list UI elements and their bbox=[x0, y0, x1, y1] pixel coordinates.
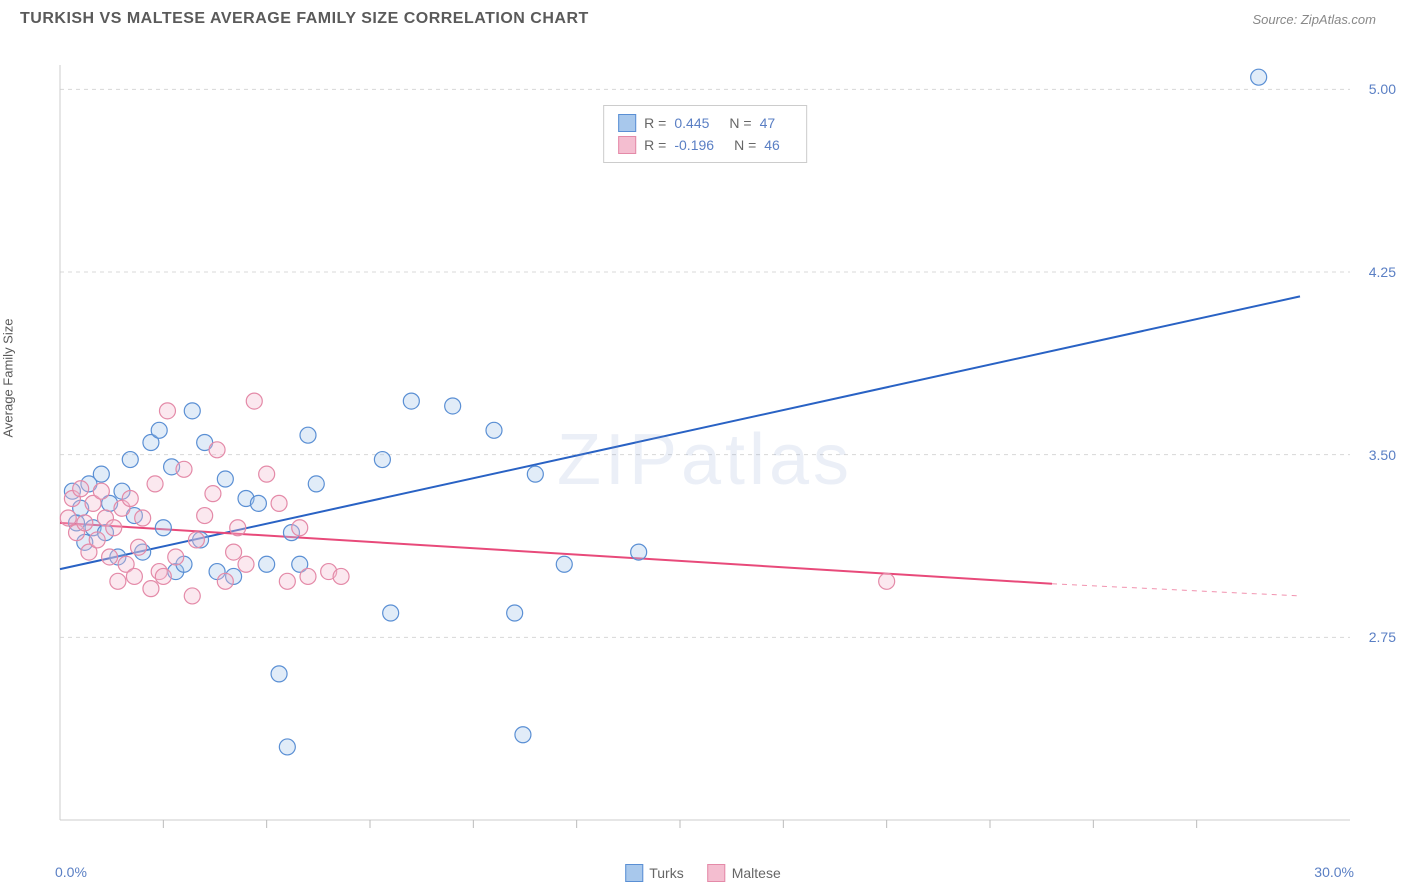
legend-series-item: Maltese bbox=[708, 864, 781, 882]
y-tick-label: 2.75 bbox=[1369, 629, 1396, 645]
chart-title: TURKISH VS MALTESE AVERAGE FAMILY SIZE C… bbox=[20, 10, 589, 28]
legend-r-value: 0.445 bbox=[674, 115, 709, 131]
legend-swatch bbox=[618, 136, 636, 154]
y-tick-label: 5.00 bbox=[1369, 81, 1396, 97]
legend-n-label: N = bbox=[729, 115, 751, 131]
legend-series-label: Turks bbox=[649, 865, 683, 881]
series-legend: Turks Maltese bbox=[625, 864, 781, 882]
correlation-legend: R = 0.445 N = 47 R = -0.196 N = 46 bbox=[603, 105, 807, 163]
x-tick-start: 0.0% bbox=[55, 864, 87, 880]
y-tick-label: 4.25 bbox=[1369, 264, 1396, 280]
x-tick-end: 30.0% bbox=[1314, 864, 1354, 880]
y-axis-label: Average Family Size bbox=[1, 319, 16, 438]
legend-correlation-row: R = -0.196 N = 46 bbox=[618, 134, 792, 156]
legend-r-label: R = bbox=[644, 115, 666, 131]
scatter-chart-svg bbox=[50, 50, 1360, 840]
y-tick-label: 3.50 bbox=[1369, 447, 1396, 463]
legend-swatch bbox=[625, 864, 643, 882]
legend-correlation-row: R = 0.445 N = 47 bbox=[618, 112, 792, 134]
legend-r-value: -0.196 bbox=[674, 137, 714, 153]
chart-plot-area: ZIPatlas R = 0.445N = 47R = -0.196N = 46 bbox=[50, 50, 1360, 840]
legend-series-label: Maltese bbox=[732, 865, 781, 881]
chart-header: TURKISH VS MALTESE AVERAGE FAMILY SIZE C… bbox=[0, 0, 1406, 33]
chart-source: Source: ZipAtlas.com bbox=[1252, 12, 1376, 27]
legend-series-item: Turks bbox=[625, 864, 683, 882]
legend-swatch bbox=[708, 864, 726, 882]
legend-n-label: N = bbox=[734, 137, 756, 153]
legend-r-label: R = bbox=[644, 137, 666, 153]
legend-n-value: 47 bbox=[760, 115, 776, 131]
legend-n-value: 46 bbox=[764, 137, 780, 153]
legend-swatch bbox=[618, 114, 636, 132]
